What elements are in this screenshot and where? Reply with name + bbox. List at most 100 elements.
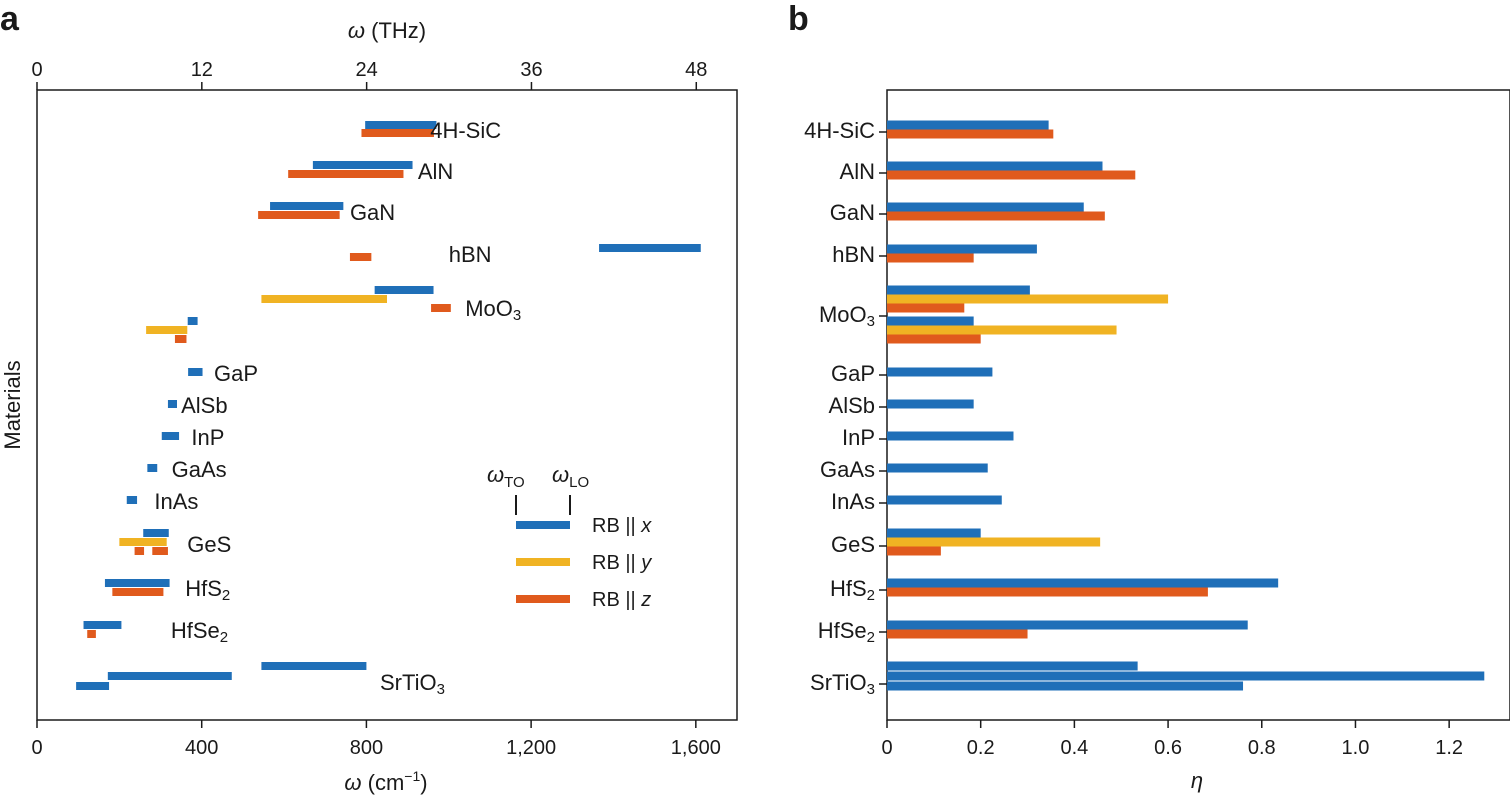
material-label-inas: InAs: [154, 489, 198, 514]
top-tick-label-4: 48: [685, 59, 707, 81]
bottom-tick-label-4: 1,600: [671, 737, 721, 759]
category-label-inas: InAs: [831, 489, 875, 514]
top-axis-ticks: 0 12 24 36 48: [31, 59, 707, 90]
legend-label-x: RB || x: [592, 515, 652, 537]
material-label-hfs: HfS2: [185, 576, 230, 604]
band-srtio-x-0: [261, 662, 367, 670]
panel-b-eta-bars: b 0 0.2 0.4 0.6 0.8 1.0 1.2 4H-SiC AlN GaN hBN MoO…: [788, 0, 1510, 793]
eta-bar-moo-x-11: [887, 316, 974, 326]
eta-bar-hfse-x-24: [887, 620, 1248, 630]
bottom-tick-label-2: 800: [350, 737, 383, 759]
band-ges-x-0: [143, 529, 169, 537]
band-hfse-z-1: [87, 630, 96, 638]
eta-bar-alsb-x-15: [887, 399, 974, 409]
top-tick-label-1: 12: [191, 59, 213, 81]
category-label-inp: InP: [842, 425, 875, 450]
material-label-aln: AlN: [418, 159, 453, 184]
legend-swatch-x: [516, 521, 570, 529]
eta-bar-moo-x-8: [887, 285, 1030, 295]
band-4h-sic-x-0: [365, 121, 437, 129]
material-label-inp: InP: [191, 425, 224, 450]
eta-bar-gan-z-5: [887, 211, 1105, 221]
top-tick-label-3: 36: [520, 59, 542, 81]
band-ges-z-2: [134, 547, 145, 555]
eta-bar-moo-z-10: [887, 303, 965, 313]
eta-tick-label-2: 0.4: [1060, 737, 1088, 759]
band-aln-z-1: [288, 170, 404, 178]
bottom-axis-ticks: 0 400 800 1,200 1,600: [31, 720, 721, 759]
eta-bar-srtio-x-26: [887, 661, 1138, 671]
legend-swatch-z: [516, 595, 570, 603]
category-label-hbn: hBN: [832, 242, 875, 267]
material-label-gaas: GaAs: [172, 457, 227, 482]
eta-tick-label-6: 1.2: [1435, 737, 1463, 759]
legend-swatch-y: [516, 558, 570, 566]
eta-bar-moo-y-12: [887, 325, 1117, 335]
eta-bar-hbn-x-6: [887, 244, 1037, 254]
band-inas-x-0: [126, 496, 138, 504]
material-label-srtio: SrTiO3: [380, 670, 445, 698]
eta-bar-aln-x-2: [887, 161, 1103, 171]
category-label-4h-sic: 4H-SiC: [804, 118, 875, 143]
band-inp-x-0: [161, 432, 180, 440]
panel-a-reststrahlen-bands: a ω (THz) 0 12 24 36 48 0 400 800 1,200 1,600 4H…: [0, 0, 738, 795]
category-label-alsb: AlSb: [829, 393, 875, 418]
band-hfs-x-0: [104, 579, 170, 587]
band-moo-z-5: [174, 335, 187, 343]
material-label-moo: MoO3: [465, 296, 521, 324]
top-axis-title: ω (THz): [348, 18, 426, 43]
eta-bar-hfs-x-22: [887, 578, 1279, 588]
eta-bar-4h-sic-x-0: [887, 120, 1049, 130]
band-gaas-x-0: [147, 464, 158, 472]
band-hfs-z-1: [112, 588, 164, 596]
band-moo-y-4: [146, 326, 188, 334]
band-alsb-x-0: [167, 400, 177, 408]
legend-entries: RB || x RB || y RB || z: [516, 515, 652, 611]
material-label-hbn: hBN: [449, 242, 492, 267]
eta-tick-label-3: 0.6: [1154, 737, 1182, 759]
material-label-gap: GaP: [214, 361, 258, 386]
eta-bar-hfse-z-25: [887, 629, 1028, 639]
category-label-hfs: HfS2: [830, 576, 875, 604]
band-ges-y-1: [119, 538, 167, 546]
band-gan-x-0: [270, 202, 344, 210]
legend: ωTO ωLO RB || x RB || y RB || z: [487, 462, 652, 611]
category-labels: 4H-SiC AlN GaN hBN MoO3 GaP AlSb InP GaAs InAs GeS…: [804, 118, 887, 698]
legend-label-z: RB || z: [592, 589, 651, 611]
eta-bar-moo-z-13: [887, 334, 981, 344]
eta-bar-ges-y-20: [887, 537, 1101, 547]
eta-bar-gan-x-4: [887, 202, 1084, 212]
category-label-moo: MoO3: [819, 302, 875, 330]
band-srtio-x-1: [107, 672, 232, 680]
material-label-gan: GaN: [350, 200, 395, 225]
band-hbn-z-1: [349, 253, 372, 261]
top-tick-label-2: 24: [356, 59, 378, 81]
category-label-aln: AlN: [840, 159, 875, 184]
bottom-tick-label-3: 1,200: [506, 737, 556, 759]
eta-tick-label-1: 0.2: [967, 737, 995, 759]
material-label-ges: GeS: [187, 532, 231, 557]
bottom-tick-label-0: 0: [31, 737, 42, 759]
band-gap-x-0: [188, 368, 203, 376]
eta-bar-ges-x-19: [887, 528, 981, 538]
band-4h-sic-z-1: [361, 129, 434, 137]
legend-omega-lo: ωLO: [552, 462, 589, 491]
eta-bar-ges-z-21: [887, 546, 941, 556]
bottom-tick-label-1: 400: [185, 737, 218, 759]
eta-bar-inas-x-18: [887, 495, 1002, 505]
band-moo-z-2: [431, 304, 451, 312]
band-hbn-x-0: [599, 244, 701, 252]
eta-bar-4h-sic-z-1: [887, 129, 1054, 139]
eta-axis-ticks: 0 0.2 0.4 0.6 0.8 1.0 1.2: [881, 720, 1463, 759]
category-label-gap: GaP: [831, 361, 875, 386]
eta-bar-gaas-x-17: [887, 463, 988, 473]
band-moo-x-3: [187, 317, 198, 325]
eta-tick-label-0: 0: [881, 737, 892, 759]
eta-bars: [887, 120, 1485, 691]
category-label-srtio: SrTiO3: [810, 670, 875, 698]
eta-axis-title: η: [1191, 768, 1203, 793]
band-srtio-x-2: [76, 682, 110, 690]
band-ges-z-3: [152, 547, 168, 555]
bottom-axis-title: ω (cm−1): [344, 768, 427, 795]
